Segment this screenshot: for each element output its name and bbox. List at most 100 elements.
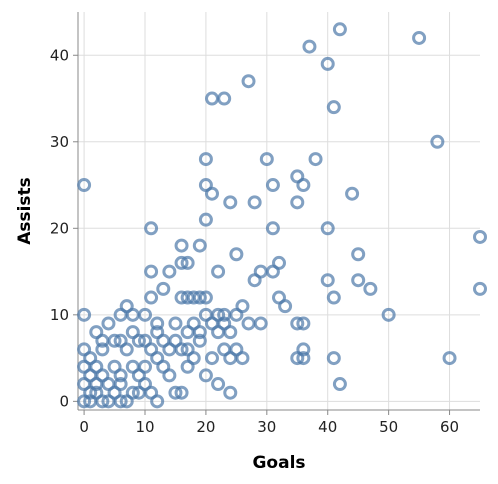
data-point: [247, 195, 262, 210]
data-point: [296, 178, 311, 193]
data-point: [89, 325, 104, 340]
data-point: [473, 229, 487, 244]
data-point: [168, 385, 183, 400]
data-point: [113, 394, 128, 409]
data-point: [192, 333, 207, 348]
data-point: [180, 255, 195, 270]
data-point: [229, 247, 244, 262]
points-layer: [77, 22, 487, 409]
data-point: [351, 247, 366, 262]
grid: [78, 12, 480, 410]
x-tick-label: 10: [135, 418, 154, 436]
x-tick-label: 50: [379, 418, 398, 436]
data-point: [192, 238, 207, 253]
data-point: [198, 152, 213, 167]
data-point: [296, 316, 311, 331]
axes: 0 10 20 30 40 50 60 0 10 20 30 40: [50, 12, 480, 436]
data-point: [180, 359, 195, 374]
data-point: [192, 325, 207, 340]
data-point: [247, 273, 262, 288]
data-point: [138, 333, 152, 348]
data-point: [223, 351, 238, 366]
data-point: [174, 238, 189, 253]
data-point: [223, 385, 238, 400]
data-point: [205, 91, 219, 106]
y-axis-title: Assists: [15, 177, 35, 245]
data-point: [278, 299, 293, 314]
data-point: [253, 316, 268, 331]
data-point: [211, 264, 226, 279]
y-tick-label: 10: [50, 306, 69, 324]
x-tick-label: 30: [257, 418, 276, 436]
data-point: [205, 186, 219, 201]
data-point: [144, 264, 159, 279]
data-point: [332, 377, 347, 392]
data-point: [156, 281, 171, 296]
data-point: [174, 255, 189, 270]
data-point: [125, 325, 140, 340]
data-point: [290, 195, 305, 210]
data-point: [326, 290, 341, 305]
data-point: [320, 273, 335, 288]
data-point: [138, 307, 152, 322]
x-tick-label: 0: [79, 418, 89, 436]
data-point: [162, 264, 177, 279]
x-tick-label: 60: [440, 418, 459, 436]
data-point: [95, 342, 110, 357]
data-point: [77, 342, 92, 357]
data-point: [241, 74, 256, 89]
x-tick-label: 20: [196, 418, 215, 436]
data-point: [217, 91, 232, 106]
data-point: [107, 333, 122, 348]
data-point: [144, 385, 159, 400]
data-point: [77, 307, 92, 322]
data-point: [77, 178, 92, 193]
data-point: [320, 221, 335, 236]
data-point: [259, 152, 274, 167]
data-point: [381, 307, 396, 322]
data-point: [150, 325, 165, 340]
data-point: [265, 264, 280, 279]
data-point: [302, 39, 317, 54]
data-point: [101, 316, 116, 331]
data-point: [192, 290, 207, 305]
data-point: [241, 316, 256, 331]
data-point: [174, 385, 189, 400]
data-point: [144, 290, 159, 305]
data-point: [162, 368, 177, 383]
data-point: [430, 134, 445, 149]
data-point: [442, 351, 457, 366]
y-tick-label: 40: [50, 46, 69, 64]
y-tick-label: 20: [50, 219, 69, 237]
data-point: [412, 30, 427, 45]
data-point: [320, 56, 335, 71]
data-point: [198, 368, 213, 383]
data-point: [217, 316, 232, 331]
data-point: [363, 281, 378, 296]
data-point: [180, 342, 195, 357]
data-point: [186, 290, 201, 305]
data-point: [150, 351, 165, 366]
data-point: [144, 221, 159, 236]
data-point: [345, 186, 360, 201]
y-tick-label: 0: [59, 392, 69, 410]
data-point: [235, 351, 250, 366]
data-point: [168, 316, 183, 331]
data-point: [473, 281, 487, 296]
x-axis-title: Goals: [252, 453, 305, 473]
data-point: [265, 178, 280, 193]
data-point: [223, 195, 238, 210]
data-point: [326, 351, 341, 366]
data-point: [205, 351, 219, 366]
data-point: [180, 325, 195, 340]
data-point: [119, 342, 134, 357]
data-point: [113, 368, 128, 383]
x-tick-label: 40: [318, 418, 337, 436]
data-point: [77, 377, 92, 392]
data-point: [296, 342, 311, 357]
data-point: [265, 221, 280, 236]
data-point: [351, 273, 366, 288]
data-point: [308, 152, 323, 167]
data-point: [296, 351, 311, 366]
